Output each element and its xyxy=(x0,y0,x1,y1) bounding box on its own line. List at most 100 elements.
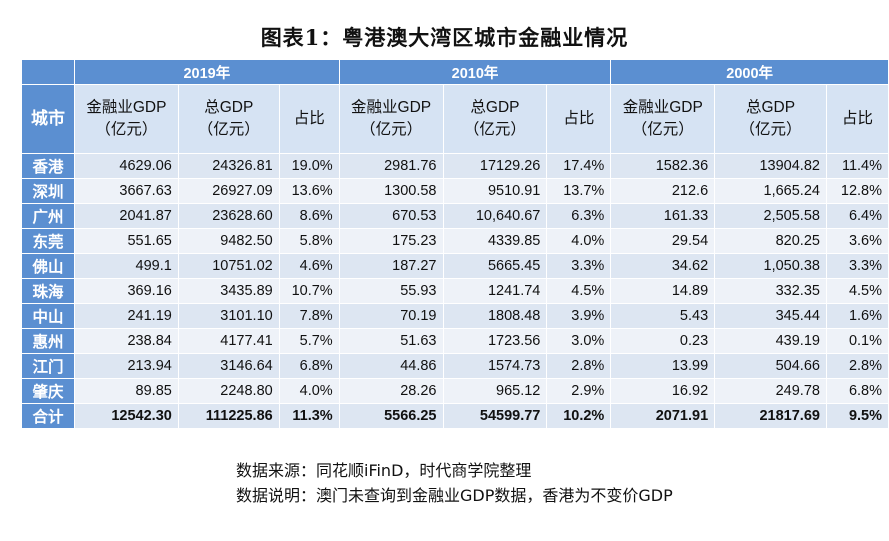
year-header-row: 2019年 2010年 2000年 xyxy=(21,59,889,85)
value-cell: 24326.81 xyxy=(177,153,280,179)
value-cell: 2248.80 xyxy=(177,378,280,404)
value-cell: 670.53 xyxy=(338,203,444,229)
value-cell: 21817.69 xyxy=(714,403,827,429)
city-cell: 合计 xyxy=(21,403,75,429)
value-cell: 1241.74 xyxy=(442,278,548,304)
value-cell: 10.2% xyxy=(546,403,612,429)
value-cell: 13.6% xyxy=(278,178,340,204)
value-cell: 12.8% xyxy=(825,178,889,204)
value-cell: 551.65 xyxy=(73,228,179,254)
value-cell: 10.7% xyxy=(278,278,340,304)
value-cell: 13.99 xyxy=(610,353,716,379)
value-cell: 17.4% xyxy=(546,153,612,179)
value-cell: 34.62 xyxy=(610,253,716,279)
city-cell: 肇庆 xyxy=(21,378,75,404)
value-cell: 3.0% xyxy=(546,328,612,354)
value-cell: 1300.58 xyxy=(338,178,444,204)
value-cell: 3435.89 xyxy=(177,278,280,304)
value-cell: 13.7% xyxy=(546,178,612,204)
value-cell: 1808.48 xyxy=(442,303,548,329)
value-cell: 11.3% xyxy=(278,403,340,429)
value-cell: 6.8% xyxy=(825,378,889,404)
value-cell: 10,640.67 xyxy=(442,203,548,229)
value-cell: 6.3% xyxy=(546,203,612,229)
table-row: 江门 213.94 3146.64 6.8% 44.86 1574.73 2.8% 13.99… xyxy=(21,353,889,379)
value-cell: 3.9% xyxy=(546,303,612,329)
value-cell: 8.6% xyxy=(278,203,340,229)
value-cell: 1574.73 xyxy=(442,353,548,379)
ratio-header: 占比 xyxy=(825,84,889,154)
value-cell: 212.6 xyxy=(610,178,716,204)
year-2010-header: 2010年 xyxy=(338,59,612,85)
value-cell: 4.0% xyxy=(546,228,612,254)
value-cell: 161.33 xyxy=(610,203,716,229)
table-row: 深圳 3667.63 26927.09 13.6% 1300.58 9510.91 13.7… xyxy=(21,178,889,204)
value-cell: 1.6% xyxy=(825,303,889,329)
value-cell: 0.1% xyxy=(825,328,889,354)
fin-gdp-header: 金融业GDP （亿元） xyxy=(73,84,179,154)
table-row: 珠海 369.16 3435.89 10.7% 55.93 1241.74 4.5% 14.8… xyxy=(21,278,889,304)
total-gdp-header: 总GDP （亿元） xyxy=(177,84,280,154)
value-cell: 175.23 xyxy=(338,228,444,254)
value-cell: 238.84 xyxy=(73,328,179,354)
year-2019-header: 2019年 xyxy=(73,59,340,85)
value-cell: 3101.10 xyxy=(177,303,280,329)
value-cell: 28.26 xyxy=(338,378,444,404)
value-cell: 7.8% xyxy=(278,303,340,329)
corner-cell xyxy=(21,59,75,85)
table-row: 香港 4629.06 24326.81 19.0% 2981.76 17129.26 17.… xyxy=(21,153,889,179)
value-cell: 111225.86 xyxy=(177,403,280,429)
value-cell: 54599.77 xyxy=(442,403,548,429)
value-cell: 4339.85 xyxy=(442,228,548,254)
city-cell: 东莞 xyxy=(21,228,75,254)
column-header-row: 城市 金融业GDP （亿元） 总GDP （亿元） 占比 金融业GDP （亿元） 总GDP… xyxy=(21,84,889,154)
notes: 数据来源：同花顺iFinD，时代商学院整理 数据说明：澳门未查询到金融业GDP数… xyxy=(236,458,796,508)
value-cell: 2981.76 xyxy=(338,153,444,179)
city-cell: 中山 xyxy=(21,303,75,329)
table-row: 佛山 499.1 10751.02 4.6% 187.27 5665.45 3.3% 34.6… xyxy=(21,253,889,279)
value-cell: 3.6% xyxy=(825,228,889,254)
fin-gdp-header: 金融业GDP （亿元） xyxy=(610,84,716,154)
value-cell: 6.4% xyxy=(825,203,889,229)
total-row: 合计 12542.30 111225.86 11.3% 5566.25 54599.77 1… xyxy=(21,403,889,429)
value-cell: 1582.36 xyxy=(610,153,716,179)
city-cell: 深圳 xyxy=(21,178,75,204)
value-cell: 2071.91 xyxy=(610,403,716,429)
value-cell: 4177.41 xyxy=(177,328,280,354)
table-row: 广州 2041.87 23628.60 8.6% 670.53 10,640.67 6.3%… xyxy=(21,203,889,229)
value-cell: 11.4% xyxy=(825,153,889,179)
year-2000-header: 2000年 xyxy=(610,59,889,85)
value-cell: 369.16 xyxy=(73,278,179,304)
source-note: 数据来源：同花顺iFinD，时代商学院整理 xyxy=(236,461,532,480)
value-cell: 241.19 xyxy=(73,303,179,329)
value-cell: 439.19 xyxy=(714,328,827,354)
value-cell: 504.66 xyxy=(714,353,827,379)
value-cell: 29.54 xyxy=(610,228,716,254)
city-cell: 惠州 xyxy=(21,328,75,354)
value-cell: 17129.26 xyxy=(442,153,548,179)
ratio-header: 占比 xyxy=(546,84,612,154)
value-cell: 9510.91 xyxy=(442,178,548,204)
value-cell: 9.5% xyxy=(825,403,889,429)
value-cell: 6.8% xyxy=(278,353,340,379)
value-cell: 44.86 xyxy=(338,353,444,379)
value-cell: 10751.02 xyxy=(177,253,280,279)
value-cell: 3.3% xyxy=(546,253,612,279)
value-cell: 345.44 xyxy=(714,303,827,329)
value-cell: 2041.87 xyxy=(73,203,179,229)
value-cell: 5.43 xyxy=(610,303,716,329)
value-cell: 4.0% xyxy=(278,378,340,404)
value-cell: 5.8% xyxy=(278,228,340,254)
value-cell: 3146.64 xyxy=(177,353,280,379)
value-cell: 1,050.38 xyxy=(714,253,827,279)
ratio-header: 占比 xyxy=(278,84,340,154)
value-cell: 187.27 xyxy=(338,253,444,279)
table-row: 东莞 551.65 9482.50 5.8% 175.23 4339.85 4.0% 29.5… xyxy=(21,228,889,254)
city-cell: 珠海 xyxy=(21,278,75,304)
value-cell: 332.35 xyxy=(714,278,827,304)
value-cell: 1,665.24 xyxy=(714,178,827,204)
value-cell: 51.63 xyxy=(338,328,444,354)
value-cell: 4.5% xyxy=(546,278,612,304)
value-cell: 23628.60 xyxy=(177,203,280,229)
value-cell: 499.1 xyxy=(73,253,179,279)
